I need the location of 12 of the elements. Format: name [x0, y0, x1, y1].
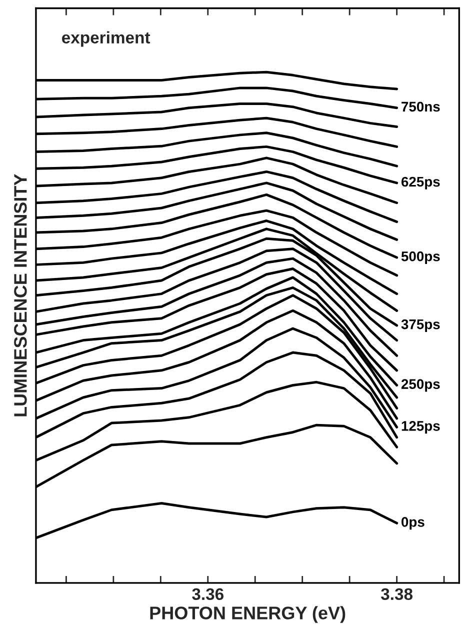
- series-label: 250ps: [401, 379, 440, 392]
- x-tick-label: 3.36: [192, 588, 224, 600]
- y-axis-title: LUMINESCENCE INTENSITY: [14, 174, 27, 416]
- series-label: 500ps: [401, 251, 440, 264]
- series-label: 125ps: [402, 421, 440, 434]
- series-label: 750ns: [402, 102, 440, 112]
- x-axis-title: PHOTON ENERGY (eV): [150, 606, 346, 623]
- x-tick-label: 3.38: [380, 588, 413, 600]
- series-label: 625ps: [401, 176, 440, 190]
- series-label: 0ps: [402, 517, 424, 530]
- series-label: 375ps: [401, 319, 440, 332]
- text: experiment: [62, 31, 150, 47]
